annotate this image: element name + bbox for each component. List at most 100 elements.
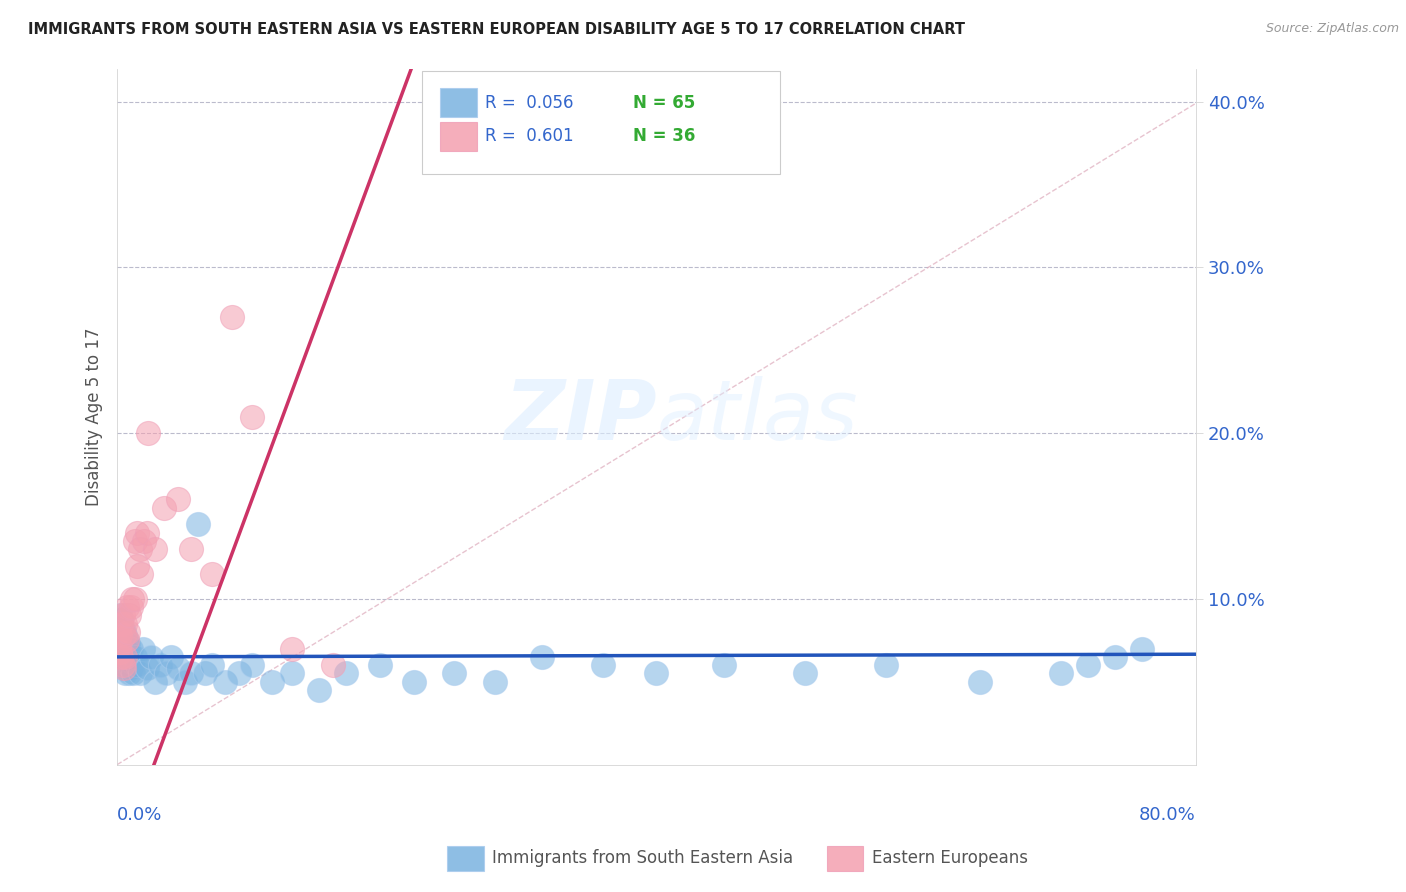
Point xyxy=(200,567,222,582)
Point xyxy=(530,649,553,664)
Point xyxy=(115,633,138,648)
Point xyxy=(112,661,135,675)
Point xyxy=(135,525,157,540)
Point xyxy=(111,608,134,623)
Point xyxy=(124,591,146,606)
Point xyxy=(149,658,172,673)
Point xyxy=(214,674,236,689)
Text: IMMIGRANTS FROM SOUTH EASTERN ASIA VS EASTERN EUROPEAN DISABILITY AGE 5 TO 17 CO: IMMIGRANTS FROM SOUTH EASTERN ASIA VS EA… xyxy=(28,22,965,37)
Text: Eastern Europeans: Eastern Europeans xyxy=(872,849,1028,867)
Point xyxy=(118,645,141,659)
Point xyxy=(112,628,135,642)
Point xyxy=(108,628,131,642)
Point xyxy=(484,674,506,689)
Point xyxy=(1104,649,1126,664)
Point xyxy=(200,658,222,673)
Point xyxy=(118,666,141,681)
Point xyxy=(180,666,202,681)
Point xyxy=(1077,658,1099,673)
Point xyxy=(114,616,136,631)
Point xyxy=(262,674,284,689)
Text: N = 65: N = 65 xyxy=(633,94,695,112)
Point xyxy=(136,426,159,441)
Point xyxy=(111,658,134,673)
Point xyxy=(127,658,149,673)
Point xyxy=(592,658,614,673)
Point xyxy=(1130,641,1153,656)
Point xyxy=(194,666,217,681)
Point xyxy=(110,633,132,648)
Text: Source: ZipAtlas.com: Source: ZipAtlas.com xyxy=(1265,22,1399,36)
Point xyxy=(335,666,357,681)
Text: 80.0%: 80.0% xyxy=(1139,806,1195,824)
Point xyxy=(322,658,344,673)
Point xyxy=(111,658,134,673)
Point xyxy=(368,658,391,673)
Point xyxy=(240,409,263,424)
Point xyxy=(112,625,135,640)
Point xyxy=(114,628,136,642)
Point xyxy=(117,625,139,640)
Point xyxy=(107,638,129,652)
Point xyxy=(107,616,129,631)
Text: 0.0%: 0.0% xyxy=(117,806,163,824)
Point xyxy=(108,645,131,659)
Point xyxy=(108,645,131,659)
Point xyxy=(875,658,897,673)
Point xyxy=(108,608,131,623)
Text: N = 36: N = 36 xyxy=(633,128,695,145)
Point xyxy=(308,683,330,698)
Point xyxy=(110,612,132,626)
Point xyxy=(114,645,136,659)
Point xyxy=(124,533,146,548)
Point xyxy=(129,666,152,681)
Point xyxy=(228,666,250,681)
Point xyxy=(167,661,190,675)
Point xyxy=(120,600,142,615)
Point xyxy=(124,649,146,664)
Point xyxy=(121,591,143,606)
Point xyxy=(443,666,465,681)
Point xyxy=(112,641,135,656)
Point xyxy=(108,628,131,642)
Point xyxy=(143,542,166,557)
Point xyxy=(114,666,136,681)
Point xyxy=(281,666,304,681)
Point xyxy=(127,558,149,573)
Point xyxy=(713,658,735,673)
Y-axis label: Disability Age 5 to 17: Disability Age 5 to 17 xyxy=(86,327,103,506)
Point xyxy=(120,661,142,675)
Point xyxy=(107,638,129,652)
Point xyxy=(117,637,139,651)
Point xyxy=(115,633,138,648)
Point xyxy=(402,674,425,689)
Point xyxy=(131,567,153,582)
Point xyxy=(187,517,209,532)
Point xyxy=(110,616,132,631)
Point xyxy=(180,542,202,557)
Text: ZIP: ZIP xyxy=(503,376,657,457)
Point xyxy=(111,638,134,652)
Point xyxy=(112,661,135,675)
Point xyxy=(118,608,141,623)
Point xyxy=(240,658,263,673)
Point xyxy=(134,533,156,548)
Point xyxy=(122,666,145,681)
Text: R =  0.056: R = 0.056 xyxy=(485,94,574,112)
Point xyxy=(129,542,152,557)
Point xyxy=(132,641,155,656)
Point xyxy=(155,666,177,681)
Point xyxy=(143,674,166,689)
Point xyxy=(969,674,991,689)
Point xyxy=(139,649,162,664)
Point xyxy=(110,649,132,664)
Point xyxy=(281,641,304,656)
Text: Immigrants from South Eastern Asia: Immigrants from South Eastern Asia xyxy=(492,849,793,867)
Point xyxy=(221,310,243,325)
Point xyxy=(114,649,136,664)
Point xyxy=(117,658,139,673)
Point xyxy=(167,492,190,507)
Point xyxy=(173,674,195,689)
Point xyxy=(135,661,157,675)
Point xyxy=(1050,666,1073,681)
